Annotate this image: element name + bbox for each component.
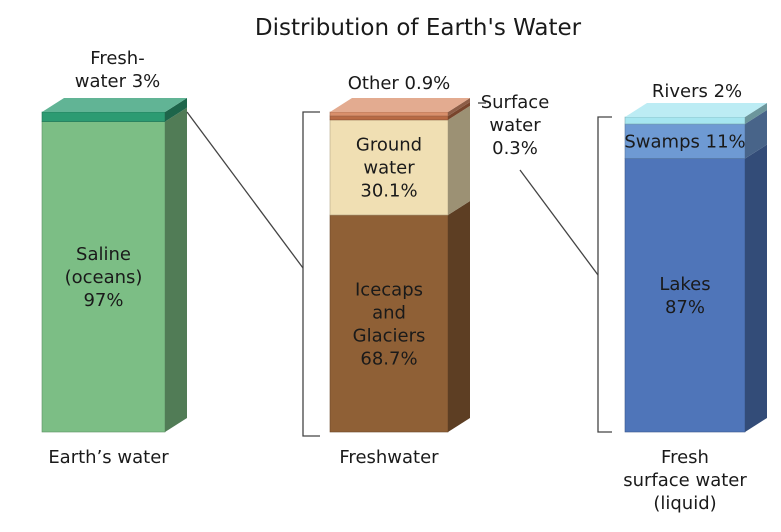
bars-layer <box>41 98 767 433</box>
bar-3-segment-1-label: Lakes 87% <box>659 274 710 318</box>
bar-2-segment-2 <box>329 119 449 216</box>
bar-3-segment-1 <box>624 158 746 433</box>
connector-fresh-to-freshwater <box>186 111 304 269</box>
bar-1-top-face <box>42 98 187 112</box>
bar-3-segment-2-side <box>745 109 767 159</box>
bar-3-segment-3 <box>624 116 746 125</box>
bar-1-segment-1 <box>41 121 166 433</box>
bar-1-segment-2 <box>41 111 166 122</box>
bar-3-segment-3-label: Rivers 2% <box>652 81 742 102</box>
bar-2-segment-4-side <box>448 98 470 116</box>
bar-2-segment-4-label: Other 0.9% <box>348 73 451 94</box>
connectors-layer <box>186 102 612 437</box>
bar-2-segment-2-side <box>448 105 470 215</box>
labels-layer: Saline (oceans) 97% Earth’s water Icecaps and… <box>48 48 747 514</box>
chart-title: Distribution of Earth's Water <box>255 15 582 41</box>
bar-1-segment-1-side <box>165 107 187 432</box>
freshwater-bracket <box>302 111 320 437</box>
bar-2-segment-3-side <box>448 101 470 120</box>
bar-3-segment-3-side <box>745 103 767 124</box>
bar-2-segment-1 <box>329 214 449 433</box>
bar-1-axis-label: Earth’s water <box>48 447 169 468</box>
bar-3-top-face <box>625 103 767 117</box>
bar-2-segment-1-side <box>448 200 470 432</box>
bar-2-segment-3-label: Surface water 0.3% <box>481 92 550 159</box>
bar-2-axis-label: Freshwater <box>339 447 439 468</box>
bar-1-segment-1-label: Saline (oceans) 97% <box>65 244 143 311</box>
bar-2-segment-1-label: Icecaps and Glaciers 68.7% <box>353 279 426 369</box>
bar-2-top-face <box>330 98 470 112</box>
bar-3-segment-1-side <box>745 144 767 432</box>
bar-1-segment-2-label: Fresh-water 3% <box>75 48 161 92</box>
bar-3-segment-2-label: Swamps 11% <box>624 132 745 153</box>
bar-1-segment-2-side <box>165 98 187 122</box>
bar-3-axis-label: Fresh surface water (liquid) <box>623 447 747 514</box>
bar-2-segment-3 <box>329 115 449 121</box>
bar-2-segment-2-label: Ground water 30.1% <box>356 135 422 202</box>
surface-water-bracket <box>597 116 612 433</box>
bar-2-segment-4 <box>329 111 449 117</box>
connector-surface-to-liquid <box>519 169 599 276</box>
